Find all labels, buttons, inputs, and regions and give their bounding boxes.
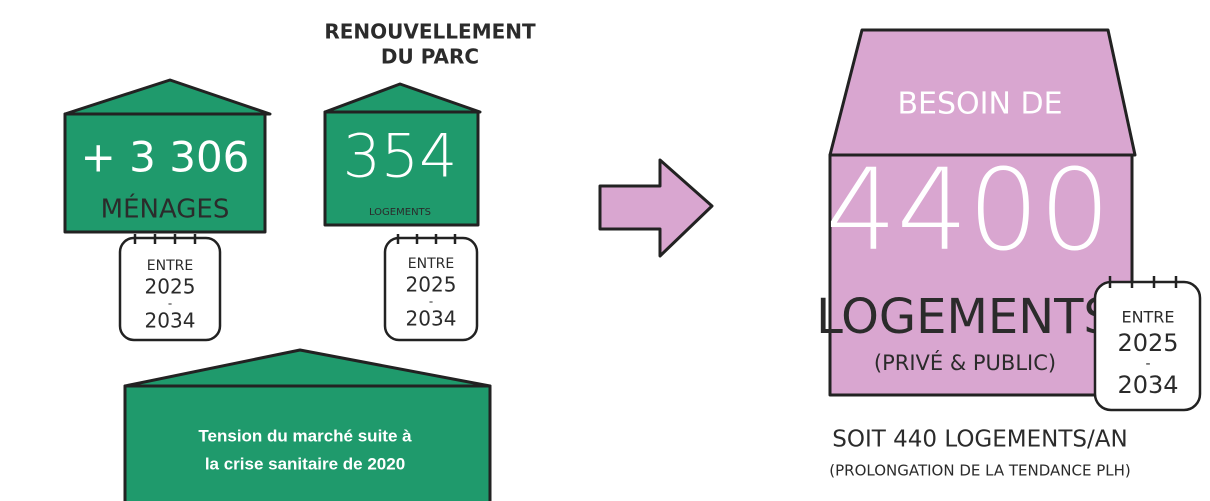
calendar-start: 2025 bbox=[406, 273, 457, 297]
need-house: BESOIN DE 4400 LOGEMENTS (PRIVÉ & PUBLIC… bbox=[816, 30, 1135, 395]
households-value: + 3 306 bbox=[81, 133, 250, 182]
need-scope: (PRIVÉ & PUBLIC) bbox=[874, 350, 1056, 375]
need-note: (PROLONGATION DE LA TENDANCE PLH) bbox=[829, 462, 1131, 480]
arrow bbox=[600, 160, 712, 256]
calendar-prefix: ENTRE bbox=[408, 256, 454, 272]
infographic: + 3 306 MÉNAGES ENTRE 2025 - 2034 RENOUV… bbox=[0, 0, 1210, 501]
households-label: MÉNAGES bbox=[101, 193, 230, 225]
calendar-end: 2034 bbox=[406, 307, 457, 331]
calendar-prefix: ENTRE bbox=[1121, 308, 1174, 327]
renewal-title: DU PARC bbox=[381, 45, 479, 69]
renewal-title: RENOUVELLEMENT bbox=[324, 20, 536, 44]
calendar: ENTRE 2025 - 2034 bbox=[385, 234, 477, 340]
need-title: BESOIN DE bbox=[897, 87, 1062, 122]
roof bbox=[325, 84, 480, 112]
calendar-end: 2034 bbox=[1117, 371, 1178, 399]
need-yearly: SOIT 440 LOGEMENTS/AN bbox=[832, 427, 1127, 453]
tension-house: Tension du marché suite à la crise sanit… bbox=[125, 350, 490, 501]
renewal-label: LOGEMENTS bbox=[369, 207, 431, 218]
renewal-value: 354 bbox=[343, 122, 458, 192]
calendar-end: 2034 bbox=[145, 309, 196, 333]
renewal-house: 354 LOGEMENTS bbox=[325, 84, 480, 225]
tension-text: Tension du marché suite à bbox=[198, 426, 412, 445]
calendar: ENTRE 2025 - 2034 bbox=[1095, 276, 1200, 410]
page: { "households": { "value": "+ 3 306", "l… bbox=[0, 0, 1210, 501]
roof bbox=[125, 350, 490, 386]
need-value: 4400 bbox=[825, 146, 1110, 276]
calendar: ENTRE 2025 - 2034 bbox=[120, 234, 220, 340]
households-house: + 3 306 MÉNAGES bbox=[65, 80, 270, 232]
calendar-separator: - bbox=[1145, 356, 1150, 372]
need-label: LOGEMENTS bbox=[816, 289, 1114, 345]
roof bbox=[65, 80, 270, 114]
calendar-start: 2025 bbox=[145, 275, 196, 299]
calendar-prefix: ENTRE bbox=[147, 258, 193, 274]
calendar-start: 2025 bbox=[1117, 329, 1178, 357]
tension-text: la crise sanitaire de 2020 bbox=[205, 454, 405, 473]
